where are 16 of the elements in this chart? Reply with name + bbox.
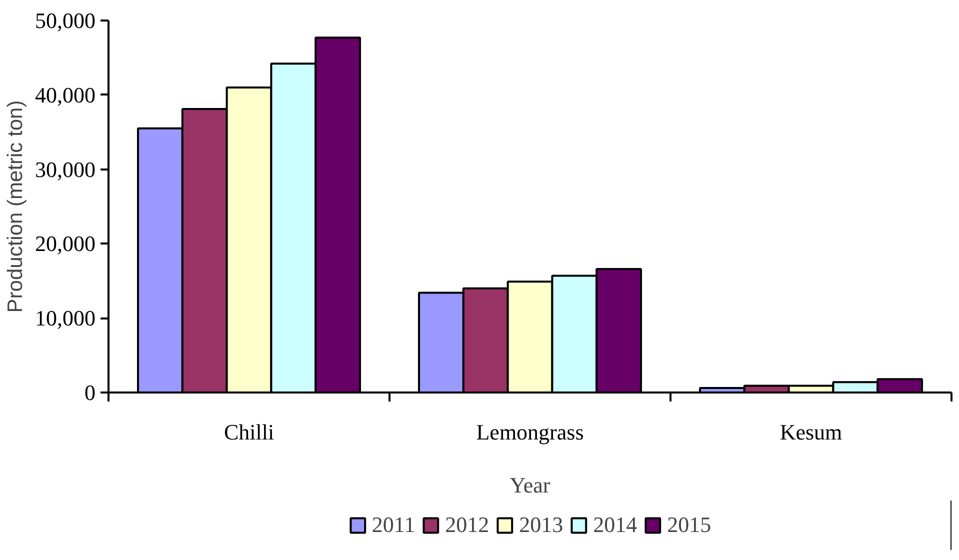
legend-label: 2011 — [372, 512, 416, 538]
y-tick-label: 20,000 — [35, 231, 96, 256]
x-tick-label: Chilli — [224, 420, 274, 444]
legend-label: 2014 — [593, 512, 638, 538]
legend-label: 2015 — [667, 512, 712, 538]
y-tick-label: 40,000 — [35, 82, 96, 108]
y-tick-label: 50,000 — [35, 8, 96, 33]
y-tick-label: 0 — [84, 380, 96, 405]
x-tick-label: Kesum — [780, 420, 842, 444]
y-tick-label: 10,000 — [35, 306, 96, 331]
x-tick-label: Lemongrass — [476, 420, 584, 444]
y-axis-title: Production (metric ton) — [4, 100, 27, 313]
y-tick-label: 30,000 — [35, 156, 96, 182]
legend-label: 2013 — [519, 512, 564, 538]
x-axis-title: Year — [510, 472, 551, 498]
legend-label: 2012 — [445, 512, 490, 538]
